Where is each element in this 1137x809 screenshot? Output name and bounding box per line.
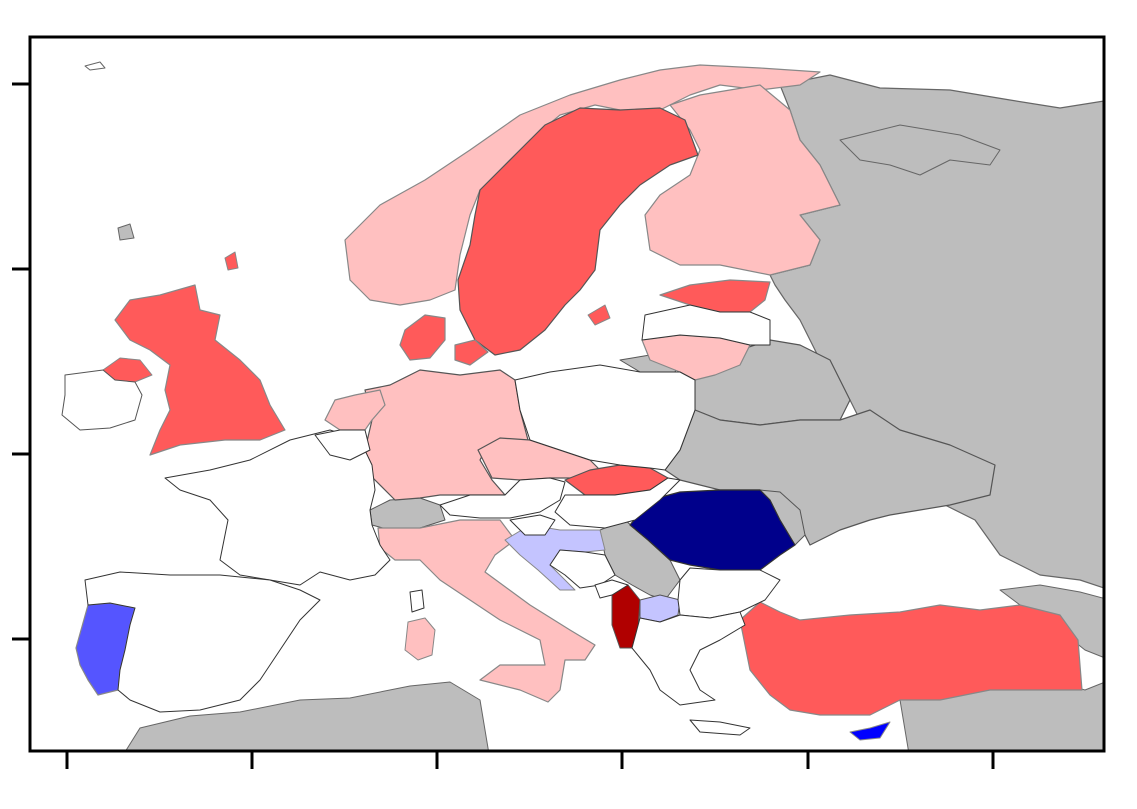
montenegro	[594, 579, 629, 599]
poland	[514, 364, 696, 471]
ireland	[61, 369, 143, 431]
map-frame	[28, 35, 1106, 753]
cyprus	[849, 721, 891, 741]
sweden	[457, 107, 699, 356]
france	[164, 429, 391, 586]
axis-ticks	[12, 82, 995, 769]
belgium	[314, 429, 371, 461]
russia-north	[839, 124, 1001, 176]
greece	[631, 611, 751, 736]
austria	[439, 477, 566, 519]
faroe-islands	[117, 223, 135, 241]
slovenia	[509, 514, 556, 536]
united-kingdom	[114, 284, 286, 456]
netherlands	[324, 389, 386, 431]
turkey	[739, 601, 1083, 716]
shetland	[224, 251, 239, 271]
gotland	[587, 304, 611, 326]
denmark	[399, 314, 489, 366]
sardinia	[404, 617, 436, 661]
romania	[629, 489, 796, 571]
bulgaria	[677, 567, 781, 619]
hungary	[554, 477, 681, 529]
north-africa	[125, 681, 490, 751]
map-layer	[30, 37, 1104, 751]
spain	[84, 571, 321, 713]
corsica	[409, 589, 425, 613]
iceland-fragment	[84, 61, 106, 71]
finland	[644, 84, 841, 276]
latvia	[641, 304, 771, 346]
